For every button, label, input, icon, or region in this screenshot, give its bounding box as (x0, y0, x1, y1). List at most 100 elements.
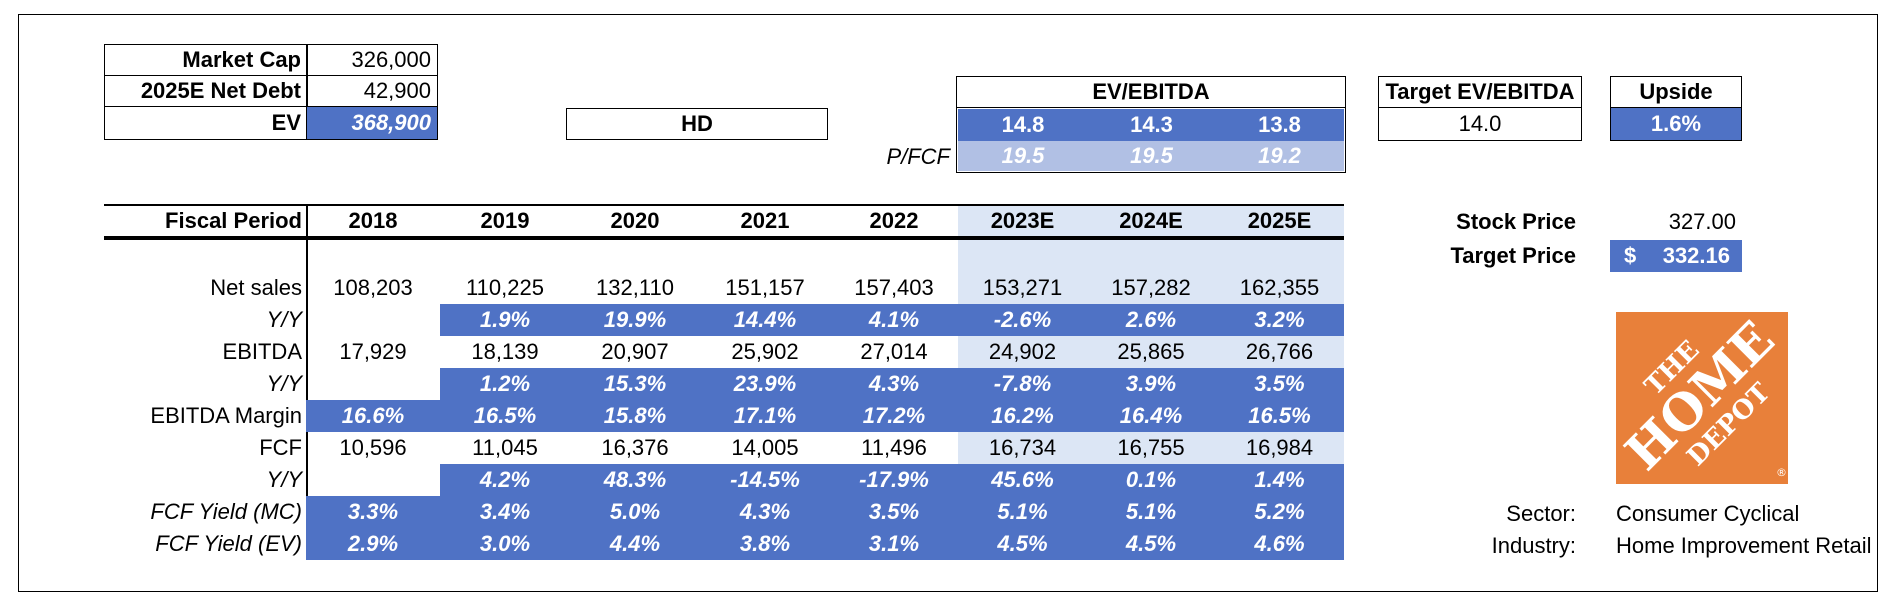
p-fcf-2023e[interactable]: 19.5 (958, 141, 1088, 171)
table-cell[interactable]: 108,203 (333, 275, 413, 300)
ev-ebitda-2023e[interactable]: 14.8 (958, 109, 1088, 141)
table-cell[interactable]: -17.9% (830, 464, 958, 496)
table-cell[interactable]: 5.0% (570, 496, 700, 528)
table-cell[interactable]: 10,596 (339, 435, 407, 460)
table-cell[interactable]: 3.5% (1215, 368, 1344, 400)
table-cell[interactable]: 20,907 (601, 339, 669, 364)
table-cell[interactable]: 25,865 (1117, 339, 1185, 364)
table-cell[interactable]: 153,271 (982, 275, 1063, 300)
table-cell[interactable]: 3.5% (830, 496, 958, 528)
table-cell[interactable]: 5.1% (958, 496, 1087, 528)
table-cell[interactable]: -7.8% (958, 368, 1087, 400)
row-label: EBITDA Margin (150, 403, 302, 428)
table-cell[interactable]: 15.3% (570, 368, 700, 400)
target-ev-ebitda-value[interactable]: 14.0 (1378, 107, 1582, 141)
table-cell[interactable]: 16.5% (1215, 400, 1344, 432)
table-cell[interactable]: 16.6% (306, 400, 440, 432)
table-cell[interactable]: 3.4% (440, 496, 570, 528)
table-cell[interactable] (306, 368, 440, 400)
table-cell[interactable]: -14.5% (700, 464, 830, 496)
upside-value[interactable]: 1.6% (1610, 107, 1742, 141)
table-cell[interactable]: 3.2% (1215, 304, 1344, 336)
table-cell[interactable]: 5.1% (1087, 496, 1215, 528)
target-price-cell[interactable]: $ 332.16 (1610, 240, 1742, 272)
table-cell[interactable]: 2.6% (1087, 304, 1215, 336)
table-header-top-border (104, 204, 1344, 206)
table-cell[interactable]: 5.2% (1215, 496, 1344, 528)
table-cell[interactable]: 4.6% (1215, 528, 1344, 560)
p-fcf-label: P/FCF (886, 144, 950, 169)
ev-value[interactable]: 368,900 (306, 106, 438, 140)
market-cap-value[interactable]: 326,000 (306, 44, 438, 76)
table-cell[interactable]: 25,902 (731, 339, 799, 364)
sector-label: Sector: (1506, 501, 1576, 526)
table-cell[interactable]: 23.9% (700, 368, 830, 400)
table-cell[interactable]: 157,403 (854, 275, 934, 300)
net-debt-value[interactable]: 42,900 (306, 75, 438, 107)
table-cell[interactable]: 3.0% (440, 528, 570, 560)
table-cell[interactable]: 110,225 (466, 275, 544, 300)
table-cell[interactable]: 4.5% (958, 528, 1087, 560)
row-label: FCF (259, 435, 302, 460)
table-cell[interactable]: -2.6% (958, 304, 1087, 336)
year-header: 2020 (610, 208, 660, 233)
table-cell[interactable]: 1.2% (440, 368, 570, 400)
table-cell[interactable]: 16,734 (988, 435, 1057, 460)
table-cell[interactable]: 27,014 (860, 339, 928, 364)
table-cell[interactable]: 16.4% (1087, 400, 1215, 432)
logo-registered-mark: ® (1776, 466, 1787, 479)
table-cell[interactable] (306, 304, 440, 336)
table-cell[interactable]: 16.2% (958, 400, 1087, 432)
industry-value: Home Improvement Retail (1616, 533, 1872, 558)
table-cell[interactable]: 17,929 (339, 339, 407, 364)
market-cap-label: Market Cap (104, 44, 308, 76)
table-cell[interactable]: 45.6% (958, 464, 1087, 496)
table-cell[interactable]: 4.4% (570, 528, 700, 560)
table-cell[interactable]: 132,110 (596, 275, 674, 300)
table-cell[interactable]: 14,005 (731, 435, 799, 460)
table-cell[interactable]: 4.3% (700, 496, 830, 528)
table-cell[interactable]: 2.9% (306, 528, 440, 560)
table-cell[interactable]: 15.8% (570, 400, 700, 432)
table-cell[interactable]: 1.9% (440, 304, 570, 336)
table-cell[interactable]: 24,902 (988, 339, 1057, 364)
table-cell[interactable]: 162,355 (1239, 275, 1320, 300)
p-fcf-2025e[interactable]: 19.2 (1215, 141, 1344, 171)
table-cell[interactable]: 26,766 (1245, 339, 1314, 364)
table-cell[interactable]: 3.8% (700, 528, 830, 560)
table-cell[interactable]: 0.1% (1087, 464, 1215, 496)
year-header: 2019 (480, 208, 530, 233)
table-cell[interactable]: 17.2% (830, 400, 958, 432)
table-cell[interactable]: 16,984 (1245, 435, 1314, 460)
table-cell[interactable]: 19.9% (570, 304, 700, 336)
table-cell[interactable]: 3.1% (830, 528, 958, 560)
table-cell[interactable]: 14.4% (700, 304, 830, 336)
table-cell[interactable]: 18,139 (471, 339, 539, 364)
ev-ebitda-header: EV/EBITDA (956, 76, 1346, 108)
table-cell[interactable]: 11,045 (472, 435, 538, 460)
table-cell[interactable]: 4.3% (830, 368, 958, 400)
row-label: FCF Yield (EV) (155, 531, 302, 556)
stock-price-value[interactable]: 327.00 (1668, 209, 1736, 234)
table-cell[interactable]: 1.4% (1215, 464, 1344, 496)
table-cell[interactable]: 11,496 (861, 435, 927, 460)
table-cell[interactable]: 16.5% (440, 400, 570, 432)
table-cell[interactable]: 16,755 (1117, 435, 1185, 460)
table-cell[interactable]: 3.9% (1087, 368, 1215, 400)
p-fcf-2024e[interactable]: 19.5 (1087, 141, 1216, 171)
ticker-cell[interactable]: HD (566, 108, 828, 140)
ev-ebitda-2024e[interactable]: 14.3 (1087, 109, 1216, 141)
table-cell[interactable]: 4.2% (440, 464, 570, 496)
table-cell[interactable]: 17.1% (700, 400, 830, 432)
ev-ebitda-2025e[interactable]: 13.8 (1215, 109, 1344, 141)
table-cell[interactable]: 4.5% (1087, 528, 1215, 560)
year-header: 2018 (348, 208, 398, 233)
table-cell[interactable]: 151,157 (725, 275, 805, 300)
target-price-value: 332.16 (1662, 243, 1730, 268)
table-cell[interactable]: 4.1% (830, 304, 958, 336)
table-cell[interactable]: 48.3% (570, 464, 700, 496)
table-cell[interactable]: 16,376 (601, 435, 669, 460)
table-cell[interactable] (306, 464, 440, 496)
table-cell[interactable]: 157,282 (1111, 275, 1191, 300)
table-cell[interactable]: 3.3% (306, 496, 440, 528)
